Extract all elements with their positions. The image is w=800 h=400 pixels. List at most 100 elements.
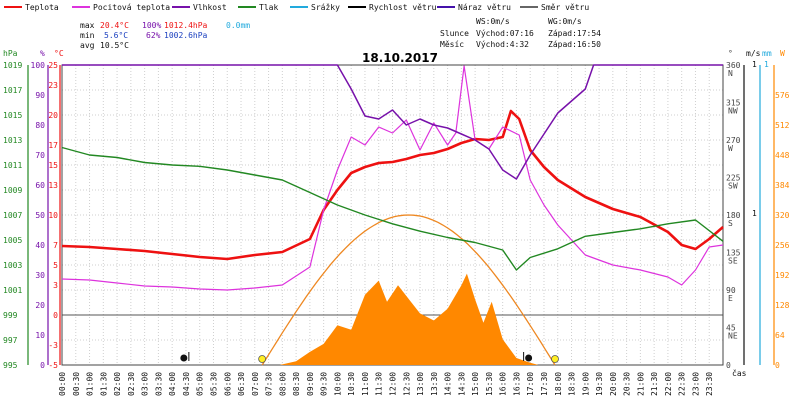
direction-tick-compass: NE — [728, 332, 738, 341]
direction-tick-label: 0 — [726, 361, 731, 370]
solar-tick-label: 192 — [775, 271, 790, 280]
legend-label: Směr větru — [541, 3, 589, 12]
stats-min-label: min — [80, 31, 95, 40]
humidity-tick-label: 100 — [31, 61, 46, 70]
moonset-marker — [525, 354, 533, 362]
stats-max-pressure: 1012.4hPa — [164, 21, 208, 30]
x-tick-label: 00:30 — [72, 372, 81, 396]
series-solar-area — [279, 273, 539, 365]
pressure-tick-label: 1003 — [3, 261, 22, 270]
solar-tick-label: 384 — [775, 181, 790, 190]
x-tick-label: 02:30 — [127, 372, 136, 396]
pressure-tick-label: 1005 — [3, 236, 22, 245]
direction-tick-label: 225 — [726, 174, 741, 183]
x-tick-label: 00:00 — [58, 372, 67, 396]
series-theoretical-solar — [261, 214, 556, 366]
temperature-tick-label: -5 — [48, 361, 58, 370]
x-tick-label: 16:00 — [499, 372, 508, 396]
solar-tick-label: 64 — [775, 331, 785, 340]
x-tick-label: 01:00 — [86, 372, 95, 396]
pressure-tick-label: 1017 — [3, 86, 22, 95]
direction-tick-compass: NW — [728, 107, 738, 116]
stats-rain: 0.0mm — [226, 21, 250, 30]
solar-tick-label: 0 — [775, 361, 780, 370]
wind-gust-text: WG:0m/s — [548, 17, 582, 26]
solar-tick-label: 512 — [775, 121, 790, 130]
legend-label: Rychlost větru — [369, 3, 437, 12]
humidity-tick-label: 10 — [35, 331, 45, 340]
x-tick-label: 06:00 — [223, 372, 232, 396]
pressure-tick-label: 1011 — [3, 161, 22, 170]
wind-speed-axis-unit: m/s — [746, 49, 761, 58]
temperature-tick-label: 20 — [48, 111, 58, 120]
stats-max-label: max — [80, 21, 95, 30]
moonrise-marker — [180, 354, 188, 362]
humidity-tick-label: 40 — [35, 241, 45, 250]
temperature-tick-label: 0 — [53, 311, 58, 320]
legend-label: Srážky — [311, 3, 340, 12]
direction-tick-label: 360 — [726, 61, 741, 70]
x-tick-label: 11:00 — [361, 372, 370, 396]
series-line-pressure — [61, 146, 724, 271]
x-tick-label: 19:00 — [581, 372, 590, 396]
direction-tick-label: 45 — [726, 324, 736, 333]
x-tick-label: 05:00 — [196, 372, 205, 396]
temperature-tick-label: 23 — [48, 81, 58, 90]
stats-avg-label: avg — [80, 41, 95, 50]
stats-max-humidity: 100% — [142, 21, 161, 30]
x-tick-label: 19:30 — [595, 372, 604, 396]
direction-tick-label: 135 — [726, 249, 741, 258]
x-tick-label: 23:30 — [705, 372, 714, 396]
legend-label: Vlhkost — [193, 3, 227, 12]
wind-speed-tick-label: 1 — [752, 209, 757, 218]
x-tick-label: 10:30 — [347, 372, 356, 396]
x-tick-label: 20:00 — [609, 372, 618, 396]
x-tick-label: 13:00 — [416, 372, 425, 396]
pressure-tick-label: 997 — [3, 336, 18, 345]
x-tick-label: 17:30 — [540, 372, 549, 396]
x-tick-label: 09:00 — [306, 372, 315, 396]
solar-tick-label: 448 — [775, 151, 790, 160]
temperature-tick-label: 7 — [53, 241, 58, 250]
x-tick-label: 20:30 — [623, 372, 632, 396]
solar-tick-label: 576 — [775, 91, 790, 100]
x-tick-label: 02:00 — [113, 372, 122, 396]
x-tick-label: 18:00 — [554, 372, 563, 396]
x-tick-label: 18:30 — [568, 372, 577, 396]
x-tick-label: 14:00 — [444, 372, 453, 396]
humidity-tick-label: 0 — [40, 361, 45, 370]
x-tick-label: 01:30 — [99, 372, 108, 396]
moon-set-text: Západ:16:50 — [548, 40, 601, 49]
pressure-tick-label: 1019 — [3, 61, 22, 70]
humidity-tick-label: 90 — [35, 91, 45, 100]
direction-tick-label: 270 — [726, 136, 741, 145]
direction-tick-label: 180 — [726, 211, 741, 220]
x-tick-label: 07:00 — [251, 372, 260, 396]
x-tick-label: 04:00 — [168, 372, 177, 396]
x-tick-label: 22:30 — [678, 372, 687, 396]
pressure-tick-label: 1007 — [3, 211, 22, 220]
direction-tick-label: 315 — [726, 99, 741, 108]
humidity-tick-label: 80 — [35, 121, 45, 130]
stats-min-temp: 5.6°C — [104, 31, 128, 40]
series-line-temperature — [61, 65, 724, 291]
sun-label: Slunce — [440, 29, 469, 38]
rain-tick-label: 1 — [764, 60, 769, 69]
stats-min-pressure: 1002.6hPa — [164, 31, 208, 40]
rain-axis-unit: mm — [762, 49, 772, 58]
pressure-tick-label: 1001 — [3, 286, 22, 295]
x-tick-label: 15:00 — [471, 372, 480, 396]
temperature-tick-label: 3 — [53, 281, 58, 290]
solar-tick-label: 128 — [775, 301, 790, 310]
pressure-tick-label: 995 — [3, 361, 18, 370]
pressure-tick-label: 1013 — [3, 136, 22, 145]
x-tick-label: 12:00 — [389, 372, 398, 396]
direction-tick-compass: S — [728, 219, 733, 228]
direction-axis-unit: ° — [728, 49, 733, 58]
x-tick-label: 21:30 — [650, 372, 659, 396]
x-tick-label: 21:00 — [636, 372, 645, 396]
x-tick-label: 03:00 — [141, 372, 150, 396]
moon-rise-text: Východ:4:32 — [476, 40, 529, 49]
x-tick-label: 15:30 — [485, 372, 494, 396]
direction-tick-compass: SW — [728, 182, 738, 191]
